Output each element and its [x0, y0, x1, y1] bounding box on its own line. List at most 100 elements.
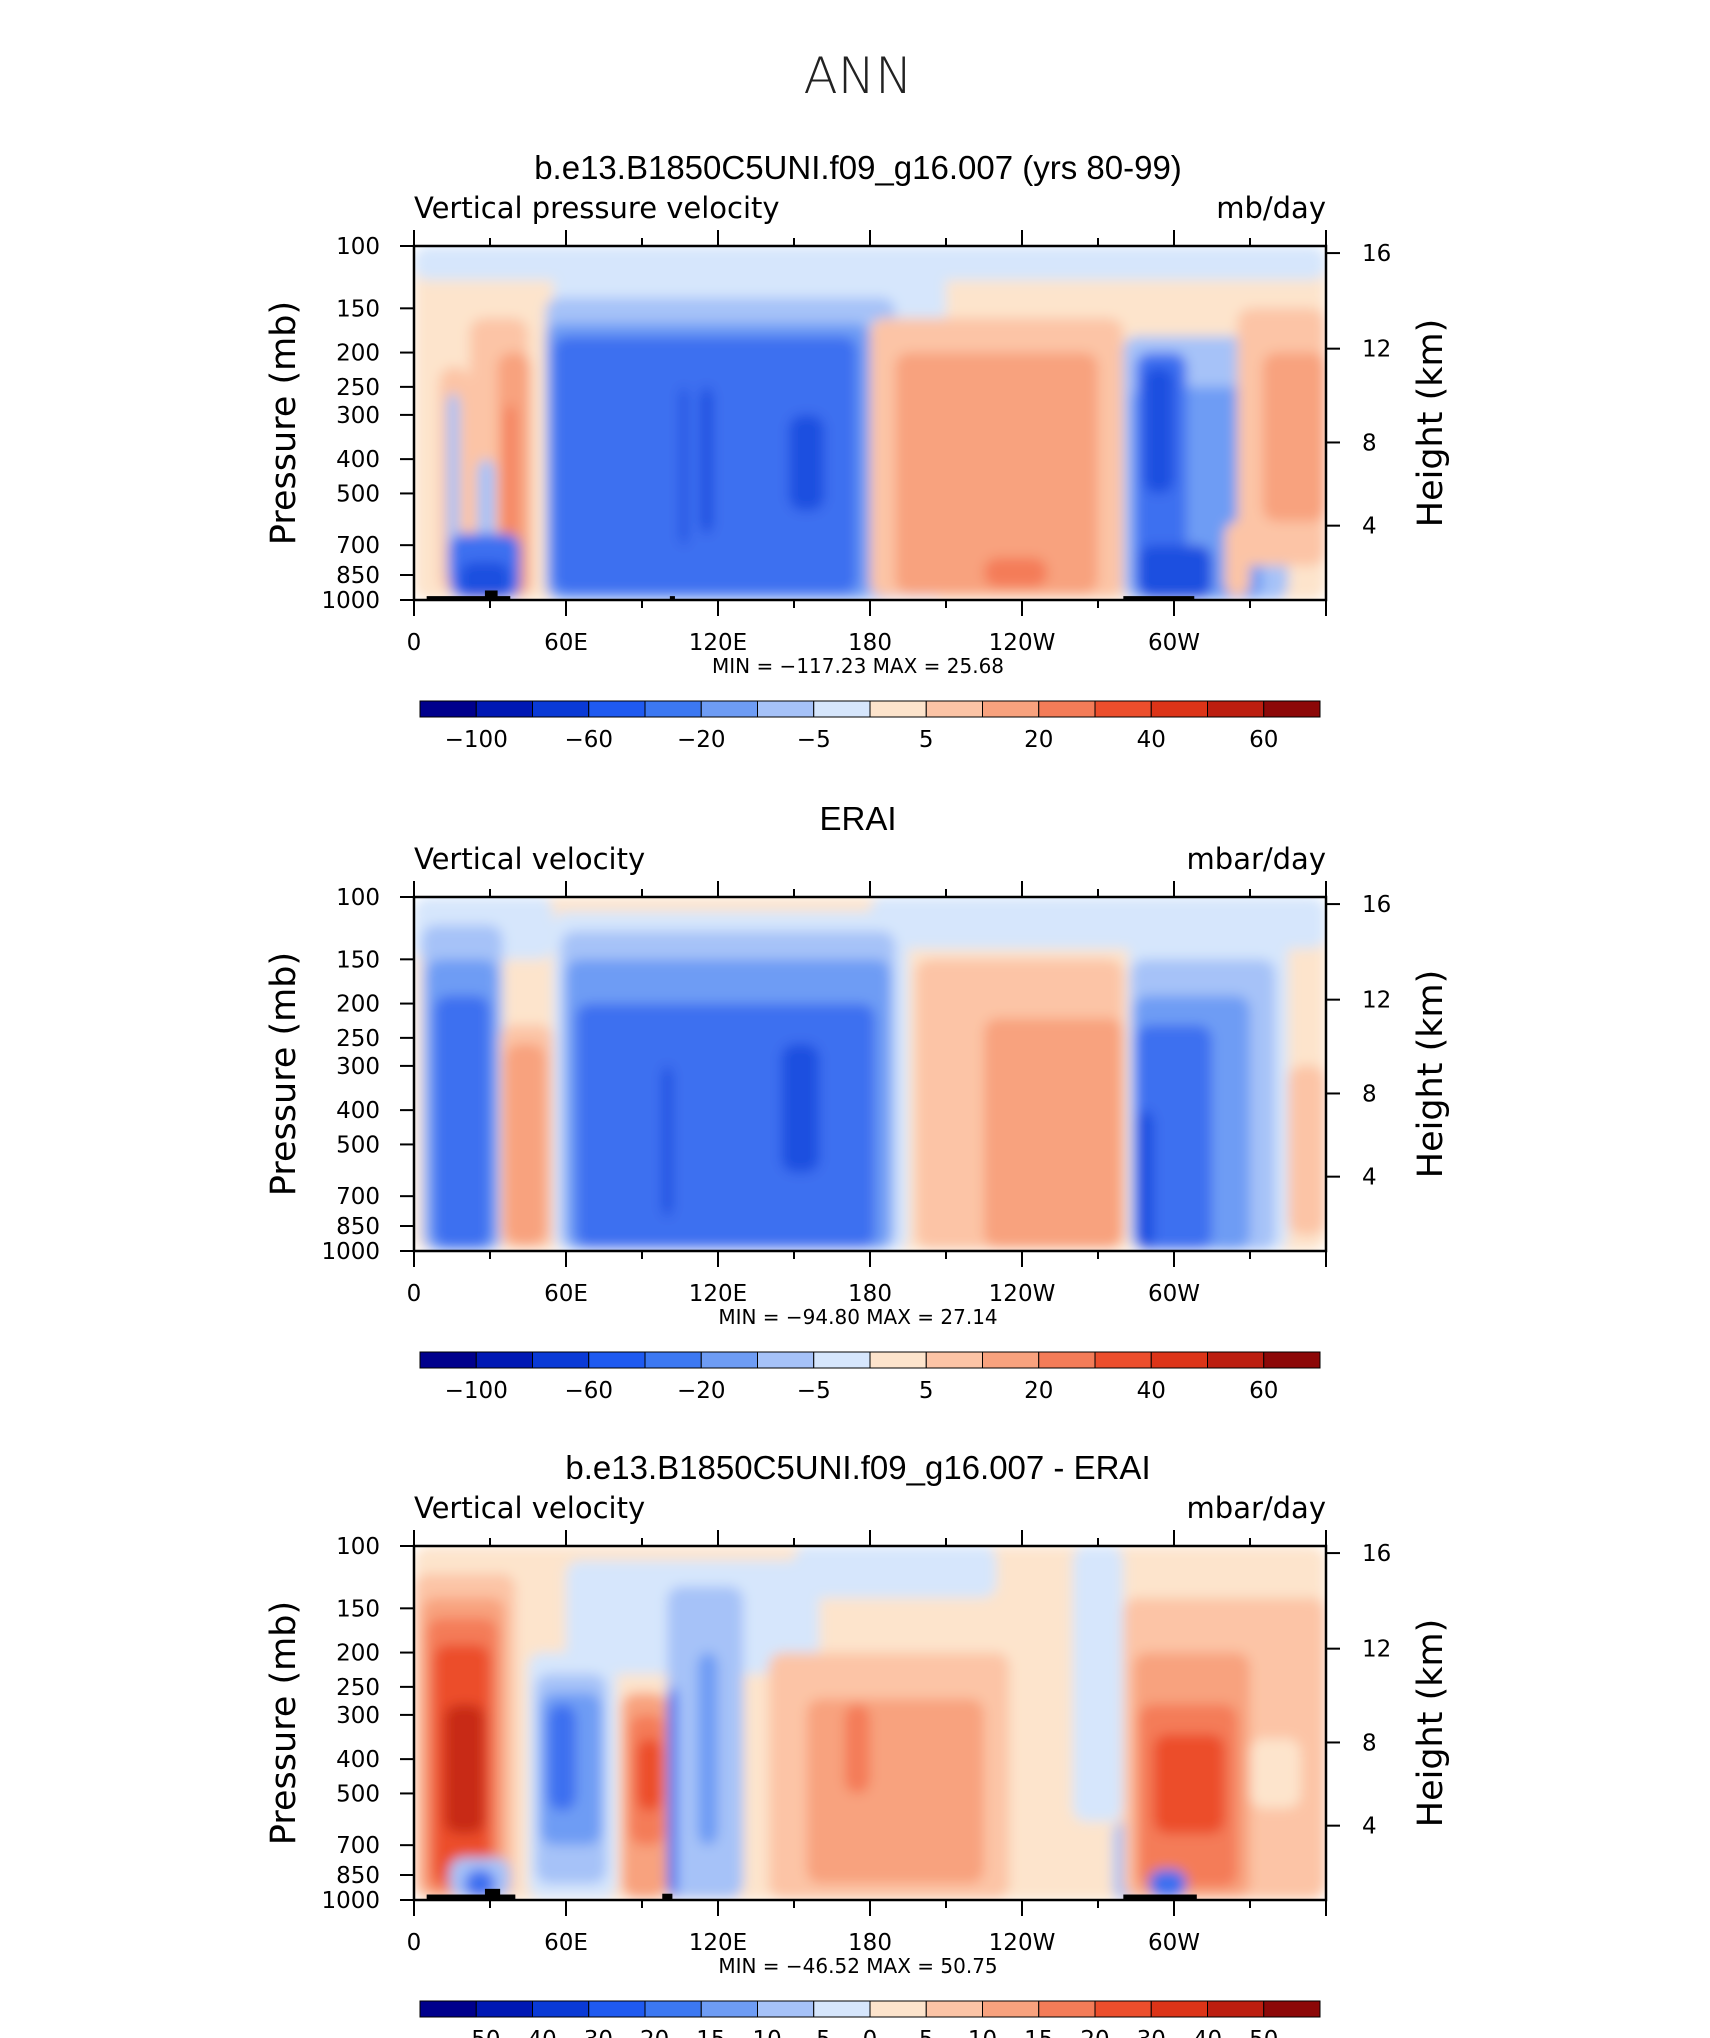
contour-region — [459, 561, 511, 599]
colorbar-label: −50 — [452, 2027, 501, 2038]
contour-region — [1136, 1025, 1212, 1250]
contour-region — [505, 1043, 546, 1245]
colorbar-swatch — [757, 700, 815, 718]
colorbar-swatch — [1263, 2000, 1321, 2018]
colorbar-swatch — [700, 1351, 758, 1369]
y-axis-title: Pressure (mb) — [264, 1601, 304, 1845]
land-mask — [426, 1894, 516, 1900]
contour-region — [667, 1686, 678, 1899]
contour-fill-group — [414, 1546, 1326, 1900]
contour-region — [576, 1003, 876, 1248]
colorbar-swatch — [1150, 700, 1208, 718]
panel-title: ERAI — [819, 800, 896, 837]
field-label: Vertical velocity — [414, 1491, 645, 1525]
contour-field — [414, 897, 1326, 1251]
y-tick-label: 850 — [336, 1863, 380, 1889]
colorbar-swatch — [532, 700, 590, 718]
colorbar-swatch — [700, 700, 758, 718]
colorbar-swatch — [419, 2000, 477, 2018]
land-mask — [1123, 596, 1195, 600]
y-tick-label: 1000 — [321, 588, 380, 614]
colorbar-swatch — [1038, 700, 1096, 718]
x-tick-label: 180 — [848, 630, 892, 656]
y-tick-label: 700 — [336, 533, 380, 559]
land-mask — [426, 596, 511, 600]
colorbar-label: −10 — [733, 2027, 782, 2038]
y-tick-label: 500 — [336, 1132, 380, 1158]
y-tick-label: 400 — [336, 1747, 380, 1773]
panel-3: b.e13.B1850C5UNI.f09_g16.007 - ERAI Verti… — [264, 1449, 1451, 2038]
panel-title: b.e13.B1850C5UNI.f09_g16.007 (yrs 80-99) — [534, 149, 1182, 186]
colorbar-label: −20 — [677, 727, 726, 753]
y2-tick-label: 8 — [1362, 1730, 1377, 1756]
land-mask — [484, 1888, 501, 1900]
y2-tick-label: 4 — [1362, 1814, 1377, 1840]
panel-title: b.e13.B1850C5UNI.f09_g16.007 - ERAI — [565, 1449, 1150, 1486]
y2-tick-label: 16 — [1362, 892, 1391, 918]
y-tick-label: 150 — [336, 296, 380, 322]
colorbar-label: −60 — [564, 727, 613, 753]
contour-fill-group — [414, 246, 1326, 600]
y2-tick-label: 16 — [1362, 241, 1391, 267]
colorbar-label: 40 — [1137, 1378, 1166, 1404]
panel-2: ERAI Vertical velocity mbar/day 0 60E 120E 180… — [264, 800, 1451, 1404]
x-tick-label: 180 — [848, 1930, 892, 1956]
y-tick-label: 500 — [336, 1781, 380, 1807]
colorbar-swatch — [700, 2000, 758, 2018]
contour-region — [434, 995, 490, 1248]
contour-region — [1288, 1065, 1326, 1235]
y-tick-label: 100 — [336, 234, 380, 260]
colorbar-label: −60 — [564, 1378, 613, 1404]
colorbar-swatch — [1207, 1351, 1265, 1369]
x-tick-label: 120W — [989, 1281, 1056, 1307]
contour-region — [1148, 1869, 1187, 1899]
colorbar-label: 5 — [919, 2027, 934, 2038]
y-tick-label: 400 — [336, 1098, 380, 1124]
contour-region — [680, 386, 688, 546]
contour-region — [700, 386, 713, 534]
contour-region — [794, 1546, 997, 1598]
colorbar-label: 20 — [1024, 727, 1053, 753]
colorbar-label: 5 — [919, 1378, 934, 1404]
colorbar-label: −5 — [797, 2027, 831, 2038]
y2-axis-title: Height (km) — [1411, 319, 1451, 528]
y-tick-label: 150 — [336, 947, 380, 973]
colorbar-label: 60 — [1249, 727, 1278, 753]
y-tick-label: 200 — [336, 1641, 380, 1667]
y-tick-label: 250 — [336, 375, 380, 401]
y-tick-label: 300 — [336, 403, 380, 429]
colorbar-swatch — [813, 700, 871, 718]
figure-title: ANN — [803, 47, 912, 105]
colorbar-swatch — [869, 2000, 927, 2018]
x-tick-label: 60E — [544, 1281, 588, 1307]
units-label: mb/day — [1216, 191, 1326, 225]
colorbar-swatch — [757, 1351, 815, 1369]
colorbar-swatch — [475, 1351, 533, 1369]
contour-region — [662, 1065, 673, 1217]
y-tick-label: 1000 — [321, 1239, 380, 1265]
contour-region — [844, 1704, 870, 1794]
colorbar-label: 0 — [863, 2027, 878, 2038]
x-tick-label: 60W — [1148, 630, 1200, 656]
x-tick-label: 120E — [689, 1281, 747, 1307]
x-tick-label: 0 — [407, 1930, 422, 1956]
y-tick-label: 700 — [336, 1184, 380, 1210]
contour-region — [1262, 352, 1326, 522]
colorbar-swatch — [475, 700, 533, 718]
x-tick-label: 180 — [848, 1281, 892, 1307]
colorbar-swatch — [475, 2000, 533, 2018]
colorbar-swatch — [813, 1351, 871, 1369]
y-tick-label: 200 — [336, 992, 380, 1018]
y-tick-label: 250 — [336, 1675, 380, 1701]
colorbar-label: 40 — [1193, 2027, 1222, 2038]
y-tick-label: 500 — [336, 481, 380, 507]
y2-tick-label: 12 — [1362, 988, 1391, 1014]
x-tick-label: 0 — [407, 630, 422, 656]
colorbar-swatch — [1263, 700, 1321, 718]
colorbar-label: −15 — [677, 2027, 726, 2038]
colorbar-swatch — [532, 1351, 590, 1369]
y-tick-label: 200 — [336, 341, 380, 367]
colorbar-swatch — [925, 1351, 983, 1369]
colorbar-swatch — [1207, 2000, 1265, 2018]
